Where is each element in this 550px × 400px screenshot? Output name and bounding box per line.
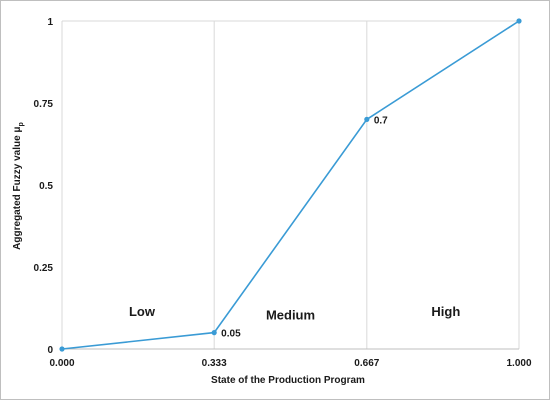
x-tick-labels: 0.000 0.333 0.667 1.000 — [49, 358, 531, 369]
axes — [61, 21, 519, 350]
y-axis-title-main: Aggregated Fuzzy value μ — [12, 126, 23, 249]
data-point — [364, 116, 370, 122]
data-point — [59, 346, 65, 352]
y-tick-labels: 0 0.25 0.5 0.75 1 — [34, 17, 54, 356]
data-labels: 0.05 0.7 — [221, 115, 388, 339]
region-label: Medium — [266, 307, 315, 322]
data-point — [211, 330, 217, 336]
series-group — [59, 18, 522, 352]
y-tick-label: 0 — [47, 345, 53, 356]
x-tick-label: 0.000 — [49, 358, 74, 369]
x-tick-label: 0.667 — [354, 358, 379, 369]
data-label: 0.05 — [221, 329, 241, 340]
y-tick-label: 0.5 — [39, 181, 53, 192]
y-tick-label: 0.75 — [34, 99, 54, 110]
region-label: High — [431, 304, 460, 319]
y-axis-title: Aggregated Fuzzy value μp — [12, 122, 25, 250]
data-point — [516, 18, 522, 24]
data-label: 0.7 — [374, 115, 388, 126]
x-axis-title: State of the Production Program — [211, 375, 365, 386]
y-axis-title-sub: p — [18, 122, 25, 126]
grid-lines — [62, 20, 520, 349]
x-tick-label: 0.333 — [202, 358, 227, 369]
y-tick-label: 1 — [47, 17, 53, 28]
y-tick-label: 0.25 — [34, 263, 54, 274]
series-line — [61, 20, 520, 350]
x-tick-label: 1.000 — [506, 358, 531, 369]
region-label: Low — [129, 304, 156, 319]
region-labels: Low Medium High — [129, 304, 460, 322]
